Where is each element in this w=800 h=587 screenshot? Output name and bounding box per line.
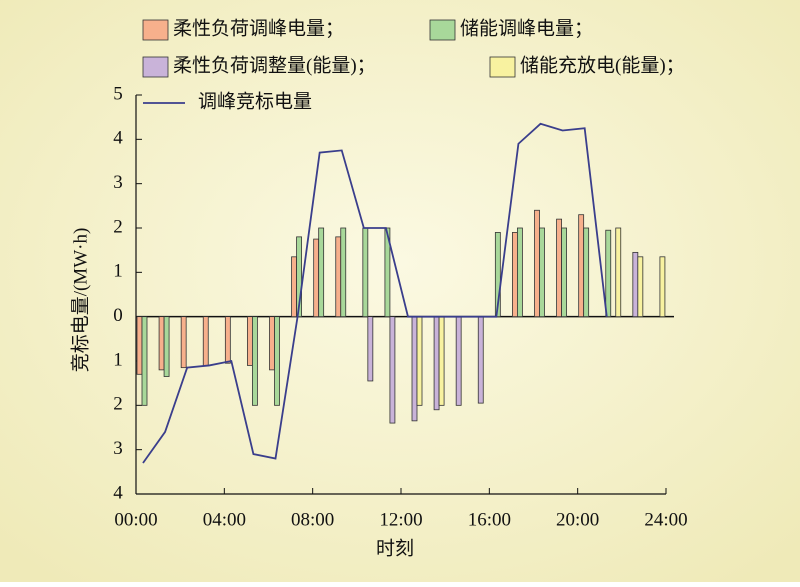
- legend-label: 柔性负荷调整量(能量)；: [173, 54, 376, 76]
- x-tick-label: 00:00: [114, 509, 157, 530]
- bar: [389, 316, 396, 424]
- bar: [433, 316, 440, 411]
- bar: [141, 316, 148, 406]
- line: [142, 122, 608, 464]
- y-tick-label: 1: [113, 349, 123, 370]
- y-tick-label: 2: [113, 394, 123, 415]
- x-tick-label: 04:00: [203, 509, 246, 530]
- bar: [274, 316, 280, 406]
- y-tick-label: 1: [113, 261, 123, 282]
- bar: [632, 251, 639, 318]
- x-axis-label: 时刻: [376, 537, 414, 559]
- bar: [494, 232, 501, 318]
- x-tick-label: 24:00: [644, 509, 687, 530]
- bar: [296, 236, 302, 318]
- bar: [556, 218, 562, 318]
- bar: [340, 227, 347, 318]
- bar: [335, 236, 342, 318]
- y-tick-label: 3: [113, 438, 123, 459]
- bar: [561, 227, 567, 318]
- bar: [416, 316, 423, 406]
- y-tick-label: 2: [113, 216, 123, 237]
- bar: [455, 316, 462, 406]
- legend-swatch: [489, 56, 516, 78]
- x-tick-label: 16:00: [468, 509, 511, 530]
- y-tick-label: 4: [113, 482, 123, 503]
- legend-label: 柔性负荷调峰电量；: [173, 17, 344, 39]
- bar: [578, 214, 585, 318]
- bar: [534, 209, 540, 318]
- bar: [384, 227, 391, 318]
- bar: [269, 316, 275, 371]
- x-tick-label: 20:00: [556, 509, 599, 530]
- bar: [605, 229, 612, 318]
- legend-swatch: [142, 56, 169, 78]
- bar: [411, 316, 418, 422]
- legend-label: 储能调峰电量；: [460, 17, 593, 39]
- y-tick-label: 4: [113, 128, 123, 149]
- bar: [615, 227, 622, 318]
- legend-swatch: [429, 19, 456, 41]
- bar: [583, 227, 590, 318]
- bar: [180, 316, 187, 369]
- bar: [252, 316, 258, 406]
- x-tick-label: 12:00: [379, 509, 422, 530]
- bar: [158, 316, 165, 371]
- bar: [539, 227, 545, 318]
- bar: [247, 316, 253, 366]
- y-axis-label: 竞标电量/(MW·h): [69, 228, 91, 373]
- legend-swatch: [142, 19, 169, 41]
- bar: [163, 316, 170, 377]
- y-tick-label: 0: [113, 305, 123, 326]
- bar: [313, 238, 320, 318]
- bar: [438, 316, 445, 406]
- bar: [224, 316, 231, 364]
- y-tick-label: 3: [113, 172, 123, 193]
- legend-label: 调峰竞标电量: [198, 90, 312, 112]
- y-tick-label: 5: [113, 83, 123, 104]
- bar: [477, 316, 484, 404]
- bar: [367, 316, 374, 382]
- bar: [659, 256, 666, 318]
- bar: [512, 232, 518, 318]
- bar: [202, 316, 209, 366]
- x-tick-label: 08:00: [291, 509, 334, 530]
- bar: [318, 227, 325, 318]
- bar: [517, 227, 523, 318]
- bar: [637, 256, 644, 318]
- bar: [136, 316, 143, 375]
- bar: [362, 227, 369, 318]
- legend-label: 储能充放电(能量)；: [520, 54, 685, 76]
- bar: [291, 256, 297, 318]
